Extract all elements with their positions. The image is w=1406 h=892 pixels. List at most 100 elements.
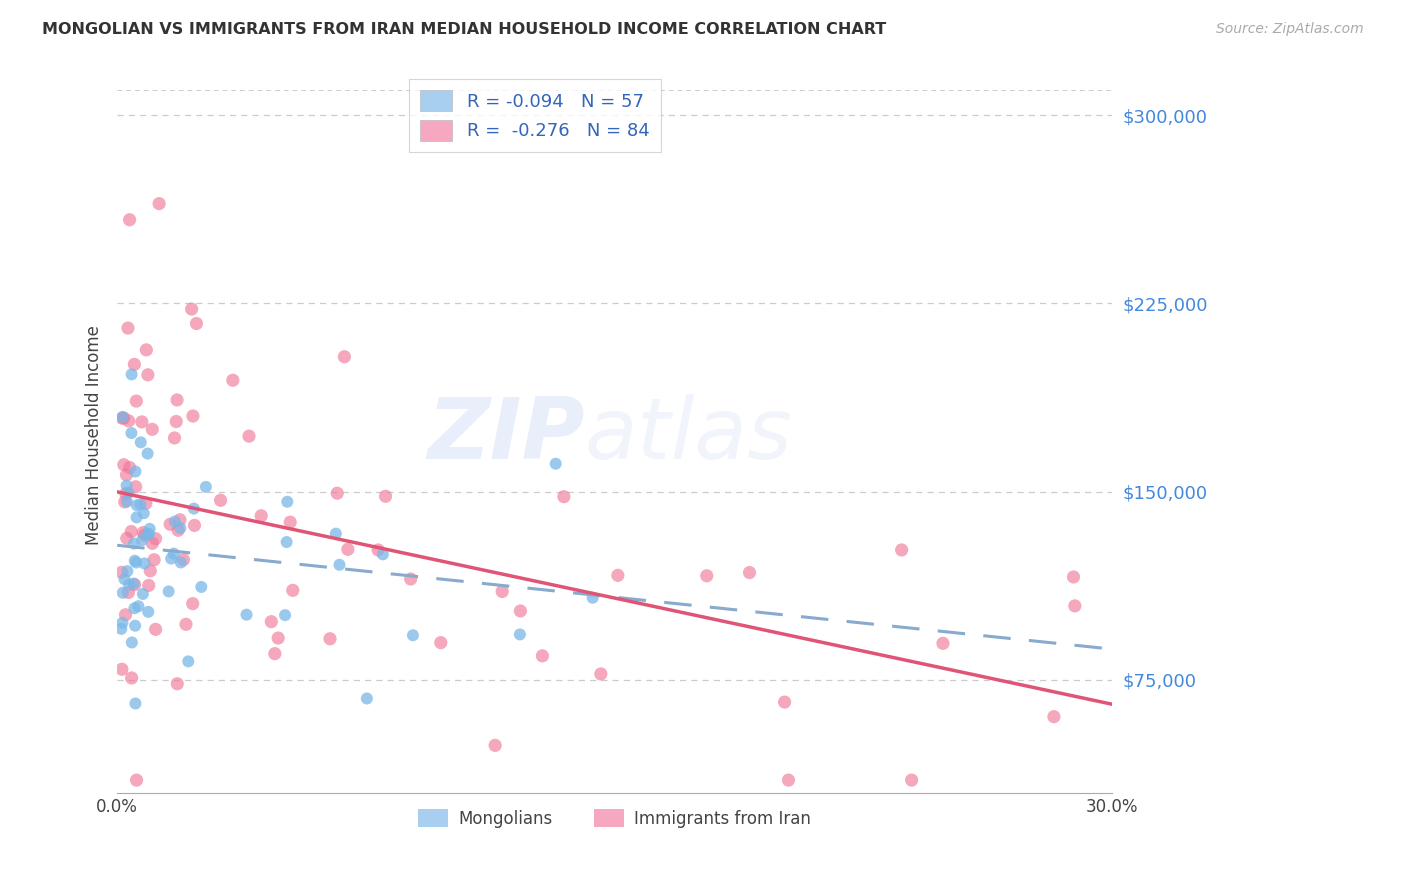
Point — [183, 518, 205, 533]
Text: atlas: atlas — [585, 393, 793, 476]
Point — [118, 577, 141, 591]
Point — [181, 597, 204, 611]
Point — [141, 422, 163, 436]
Point — [274, 608, 297, 623]
Point — [132, 587, 155, 601]
Point — [160, 551, 183, 566]
Point — [121, 368, 143, 382]
Point — [117, 585, 139, 599]
Point — [143, 553, 166, 567]
Point — [115, 467, 138, 482]
Point — [166, 677, 188, 691]
Point — [900, 773, 922, 788]
Point — [117, 321, 139, 335]
Point — [114, 572, 136, 586]
Point — [115, 531, 138, 545]
Point — [159, 517, 181, 532]
Point — [124, 554, 146, 568]
Point — [177, 654, 200, 668]
Point — [238, 429, 260, 443]
Point — [124, 577, 146, 591]
Point — [138, 526, 160, 541]
Point — [163, 515, 186, 529]
Point — [167, 523, 190, 537]
Text: Source: ZipAtlas.com: Source: ZipAtlas.com — [1216, 22, 1364, 37]
Point — [890, 543, 912, 558]
Point — [278, 515, 301, 529]
Point — [148, 196, 170, 211]
Point — [325, 526, 347, 541]
Point — [112, 411, 135, 425]
Legend: Mongolians, Immigrants from Iran: Mongolians, Immigrants from Iran — [412, 803, 817, 834]
Point — [112, 458, 135, 472]
Point — [170, 556, 193, 570]
Point — [131, 533, 153, 548]
Point — [491, 584, 513, 599]
Point — [169, 521, 191, 535]
Point — [122, 536, 145, 550]
Point — [110, 622, 132, 636]
Point — [125, 499, 148, 513]
Point — [134, 557, 156, 571]
Point — [125, 394, 148, 409]
Point — [484, 739, 506, 753]
Point — [186, 317, 208, 331]
Point — [157, 584, 180, 599]
Point — [129, 497, 152, 511]
Point — [141, 536, 163, 550]
Point — [174, 617, 197, 632]
Point — [124, 618, 146, 632]
Point — [131, 415, 153, 429]
Point — [122, 576, 145, 591]
Point — [371, 547, 394, 561]
Point — [120, 524, 142, 539]
Point — [222, 373, 245, 387]
Point — [276, 535, 298, 549]
Point — [111, 566, 134, 580]
Point — [276, 494, 298, 508]
Point — [124, 357, 146, 371]
Point — [367, 543, 389, 558]
Point — [209, 493, 232, 508]
Point — [183, 501, 205, 516]
Point — [932, 636, 955, 650]
Point — [138, 522, 160, 536]
Point — [111, 586, 134, 600]
Point — [117, 485, 139, 500]
Point — [124, 601, 146, 615]
Point — [115, 486, 138, 500]
Point — [145, 623, 167, 637]
Point — [509, 627, 531, 641]
Text: ZIP: ZIP — [427, 393, 585, 476]
Point — [114, 495, 136, 509]
Point — [1063, 599, 1085, 613]
Point — [117, 564, 139, 578]
Point — [111, 409, 134, 424]
Point — [194, 480, 217, 494]
Point — [136, 446, 159, 460]
Point — [544, 457, 567, 471]
Point — [1063, 570, 1085, 584]
Point — [553, 490, 575, 504]
Point — [135, 496, 157, 510]
Point — [121, 671, 143, 685]
Point — [118, 414, 141, 428]
Point — [120, 425, 142, 440]
Point — [531, 648, 554, 663]
Point — [250, 508, 273, 523]
Point — [138, 578, 160, 592]
Point — [778, 773, 800, 788]
Y-axis label: Median Household Income: Median Household Income — [86, 325, 103, 545]
Point — [190, 580, 212, 594]
Point — [180, 301, 202, 316]
Point — [263, 647, 285, 661]
Point — [356, 691, 378, 706]
Point — [172, 553, 194, 567]
Point — [111, 662, 134, 676]
Point — [115, 478, 138, 492]
Point — [134, 528, 156, 542]
Point — [235, 607, 257, 622]
Point — [267, 631, 290, 645]
Point — [132, 506, 155, 520]
Point — [163, 547, 186, 561]
